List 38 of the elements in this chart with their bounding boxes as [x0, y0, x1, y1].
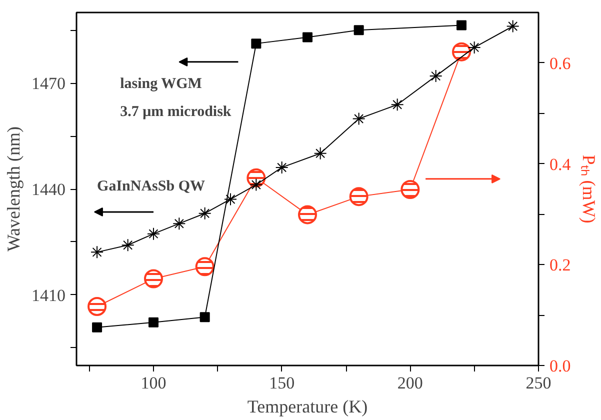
y-tick-label: 1440 — [32, 180, 66, 199]
point — [468, 40, 481, 54]
x-tick-label: 100 — [140, 374, 166, 392]
point — [506, 20, 520, 33]
x-tick-label: 150 — [269, 374, 295, 392]
point — [172, 217, 186, 230]
y2-tick-label: 0.0 — [550, 356, 571, 376]
y2-tick-label: 0.4 — [550, 154, 572, 174]
annotation: 3.7 μm microdisk — [120, 104, 232, 120]
y2-tick-label: 0.6 — [550, 54, 571, 73]
point — [121, 238, 134, 252]
point — [147, 227, 160, 240]
point — [352, 112, 366, 126]
y-axis-title: Wavelength (nm) — [4, 126, 24, 252]
point — [429, 70, 442, 83]
annotation: lasing WGM — [120, 76, 202, 92]
x-tick-label: 200 — [397, 374, 423, 392]
y-tick-label: 1410 — [32, 286, 66, 305]
point — [354, 25, 364, 36]
point — [224, 192, 237, 206]
point — [198, 206, 212, 220]
x-tick-label: 250 — [526, 374, 552, 392]
point — [148, 317, 158, 328]
y-tick-label: 1470 — [32, 74, 66, 94]
annotation: GaInNAsSb QW — [97, 178, 205, 194]
point — [92, 322, 102, 332]
point — [314, 146, 327, 160]
point — [456, 20, 466, 30]
point — [302, 32, 312, 42]
point — [390, 98, 404, 112]
point — [200, 312, 210, 322]
point — [251, 38, 262, 49]
point — [275, 160, 288, 174]
point — [90, 246, 104, 259]
y2-axis-title: Pₜₕ (mW) — [578, 154, 599, 224]
y2-tick-label: 0.2 — [550, 256, 571, 275]
point — [250, 178, 263, 192]
x-axis-title: Temperature (K) — [247, 396, 368, 416]
